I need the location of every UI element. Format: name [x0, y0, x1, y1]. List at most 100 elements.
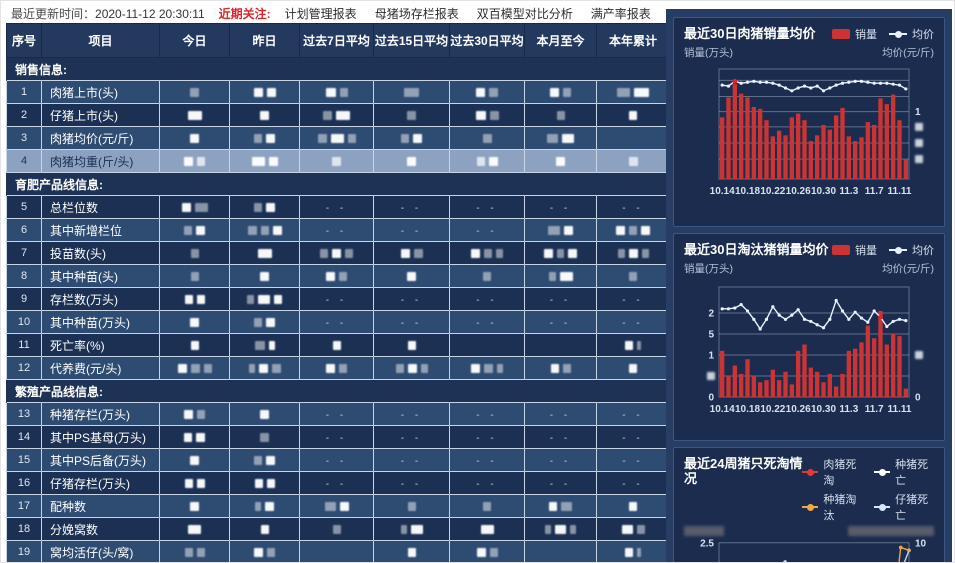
redacted-value-block — [268, 157, 278, 167]
section-row: 育肥产品线信息: — [6, 172, 670, 196]
report-menu-item[interactable]: 母猪场存栏报表 — [374, 6, 459, 21]
cell-no-data: - - — [299, 218, 374, 242]
section-label: 销售信息: — [6, 57, 670, 81]
bar — [739, 93, 744, 179]
section-row: 繁殖产品线信息: — [6, 379, 670, 403]
redacted-value-block — [628, 157, 638, 167]
legend-item[interactable]: 种猪死亡 — [874, 456, 934, 488]
cell-value-redacted — [159, 333, 230, 357]
redacted-value-block — [629, 226, 637, 236]
table-row[interactable]: 13 种猪存栏(万头) - - - - - - - - - - — [6, 402, 670, 426]
redacted-value-block — [184, 295, 193, 305]
bar — [726, 97, 731, 179]
legend-item[interactable]: 肉猪死淘 — [802, 456, 862, 488]
bar — [878, 98, 883, 179]
cell-value-redacted — [229, 241, 300, 265]
pig-sales-chart-svg[interactable]: 1 10.14 10.18 10.22 10.26 10.30 11.3 11.7 11.11 — [683, 61, 935, 211]
cell-no-data: - - — [524, 402, 597, 426]
redacted-value-block — [325, 88, 336, 98]
table-row[interactable]: 4 肉猪均重(斤/头) — [6, 149, 670, 173]
legend-line-dot-icon — [802, 468, 819, 476]
line-dot — [739, 303, 743, 307]
no-data-dash: - - — [476, 456, 498, 467]
table-row[interactable]: 9 存栏数(万头) - - - - - - - - - - — [6, 287, 670, 311]
legend-item[interactable]: 种猪淘汰 — [802, 491, 862, 523]
redacted-value-block — [550, 364, 559, 374]
legend-line-dot-icon — [874, 503, 891, 511]
cell-no-data: - - — [524, 310, 597, 334]
report-menu-item[interactable]: 计划管理报表 — [284, 6, 357, 21]
legend-item[interactable]: 仔猪死亡 — [874, 491, 934, 523]
redacted-value-block — [400, 249, 410, 259]
cell-no-data: - - — [449, 218, 525, 242]
legend-label: 仔猪死亡 — [895, 494, 929, 522]
table-row[interactable]: 2 仔猪上市(头) — [6, 103, 670, 127]
redacted-value-block — [332, 341, 341, 351]
line-dot — [821, 326, 826, 330]
cell-value-redacted — [229, 540, 300, 562]
cell-value-redacted — [229, 126, 300, 150]
axis-tick-label: 0 — [708, 393, 714, 404]
report-menu-item[interactable]: 满产率报表 — [590, 6, 651, 21]
row-number: 5 — [6, 195, 42, 219]
redacted-value-block — [476, 548, 486, 558]
table-row[interactable]: 11 死亡率(%) — [6, 333, 670, 357]
cell-value-redacted — [373, 264, 450, 288]
table-row[interactable]: 6 其中新增栏位 - - - - - - — [6, 218, 670, 242]
redacted-value-block — [197, 157, 205, 167]
cell-value-redacted — [373, 494, 450, 518]
line-dot — [907, 548, 911, 553]
redacted-value-block — [617, 249, 625, 259]
cell-no-data: - - — [449, 448, 525, 472]
table-row[interactable]: 1 肉猪上市(头) — [6, 80, 670, 104]
cell-value-redacted — [229, 218, 300, 242]
table-row[interactable]: 14 其中PS基母(万头) - - - - - - - - - - — [6, 425, 670, 449]
line-dot — [847, 80, 851, 84]
report-menu-item[interactable]: 双百模型对比分析 — [476, 6, 573, 21]
legend-item[interactable]: 销量 — [832, 26, 877, 42]
no-data-dash: - - — [476, 318, 498, 329]
line-dot — [897, 83, 902, 87]
bar — [840, 107, 845, 179]
bar — [808, 367, 813, 397]
table-row[interactable]: 16 仔猪存栏(万头) - - - - - - - - - - — [6, 471, 670, 495]
cell-no-data: - - — [373, 218, 450, 242]
table-row[interactable]: 3 肉猪均价(元/斤) — [6, 126, 670, 150]
bar — [796, 113, 801, 179]
legend-item[interactable]: 销量 — [832, 242, 877, 258]
legend-line-dot-icon — [802, 503, 819, 511]
table-row[interactable]: 5 总栏位数 - - - - - - - - - - — [6, 195, 670, 219]
cell-value-redacted — [524, 241, 597, 265]
chart2-title: 最近30日淘汰猪销量均价 — [684, 242, 829, 257]
table-row[interactable]: 7 投苗数(头) — [6, 241, 670, 265]
table-row[interactable]: 15 其中PS后备(万头) - - - - - - - - - - — [6, 448, 670, 472]
cell-value-redacted — [449, 80, 525, 104]
redacted-value-block — [564, 226, 573, 236]
line-dot — [904, 87, 908, 91]
table-row[interactable]: 18 分娩窝数 — [6, 517, 670, 541]
bar — [872, 124, 877, 179]
mortality-chart-svg[interactable]: 2.521.51086 — [683, 537, 935, 563]
line-dot — [739, 81, 743, 85]
cell-value-redacted — [596, 356, 670, 380]
redacted-value-block — [482, 134, 492, 144]
focus-label: 近期关注: — [218, 6, 271, 21]
legend-item[interactable]: 均价 — [889, 26, 934, 42]
legend-item[interactable]: 均价 — [889, 242, 934, 258]
table-row[interactable]: 17 配种数 — [6, 494, 670, 518]
cell-no-data: - - — [373, 287, 450, 311]
redacted-value-block — [323, 111, 332, 121]
table-row[interactable]: 12 代养费(元/头) — [6, 356, 670, 380]
legend-line-dot-icon — [874, 468, 891, 476]
table-row[interactable]: 10 其中种苗(万头) - - - - - - - - - - — [6, 310, 670, 334]
bar — [891, 334, 896, 397]
no-data-dash: - - — [400, 479, 423, 490]
no-data-dash: - - — [400, 456, 423, 467]
table-row[interactable]: 19 窝均活仔(头/窝) — [6, 540, 670, 562]
table-row[interactable]: 8 其中种苗(头) — [6, 264, 670, 288]
legend-label: 均价 — [912, 29, 934, 41]
price-line — [722, 80, 907, 92]
row-label: 总栏位数 — [41, 195, 160, 219]
redacted-value-block — [548, 272, 556, 282]
